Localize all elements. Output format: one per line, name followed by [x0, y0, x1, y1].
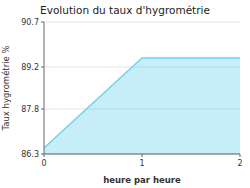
area [44, 58, 240, 154]
plot-area [44, 58, 240, 154]
chart-container: 86.3 87.8 89.2 90.7 0 1 2 Evolution du taux d'h… [0, 0, 250, 188]
y-tick [41, 109, 44, 110]
x-axis-label: heure par heure [103, 175, 181, 185]
y-tick-label: 86.3 [21, 150, 39, 159]
x-tick [240, 154, 241, 157]
y-tick [41, 67, 44, 68]
y-tick-label: 90.7 [21, 18, 39, 27]
y-tick-label: 87.8 [21, 105, 39, 114]
x-tick-label: 1 [139, 159, 144, 168]
y-tick [41, 22, 44, 23]
chart: 86.3 87.8 89.2 90.7 0 1 2 Evolution du taux d'h… [0, 0, 250, 188]
x-tick-label: 0 [41, 159, 46, 168]
title: Evolution du taux d'hygrométrie [40, 4, 210, 16]
grid-line [44, 22, 240, 23]
y-axis-label: Taux hygrométrie % [1, 45, 11, 131]
line [44, 58, 240, 148]
x-tick [44, 154, 45, 157]
x-tick [142, 154, 143, 157]
y-axis-line [44, 22, 45, 154]
x-tick-label: 2 [237, 159, 242, 168]
y-tick-label: 89.2 [21, 63, 39, 72]
